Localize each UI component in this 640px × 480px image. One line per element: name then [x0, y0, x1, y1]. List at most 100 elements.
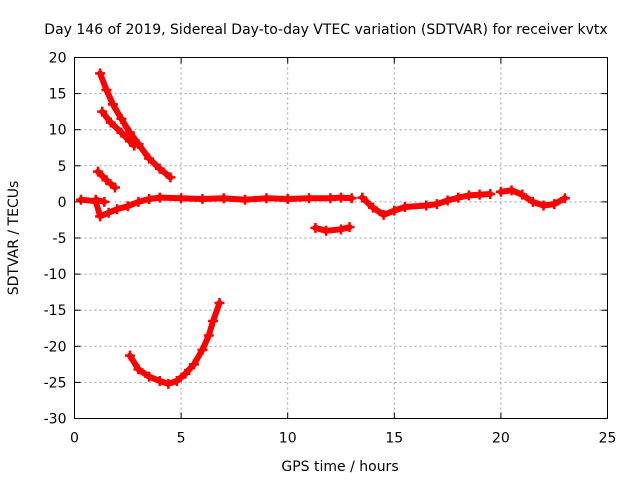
x-axis-label: GPS time / hours [281, 459, 398, 475]
y-tick-label: -5 [53, 231, 67, 247]
data-point [517, 189, 528, 200]
data-point [133, 196, 144, 207]
data-point [90, 196, 101, 207]
data-point [154, 192, 165, 203]
series-arc-upper-1 [95, 68, 176, 183]
data-point [99, 196, 110, 207]
y-tick-label: 5 [58, 159, 67, 175]
data-point [203, 330, 214, 341]
data-point [129, 140, 140, 151]
data-point [538, 200, 549, 211]
data-point [442, 195, 453, 206]
data-point [95, 211, 106, 222]
data-point [133, 364, 144, 375]
y-tick-label: -25 [44, 375, 67, 391]
x-tick-label: 25 [599, 431, 617, 447]
data-point [180, 368, 191, 379]
data-point [101, 84, 112, 95]
data-point [336, 224, 346, 235]
data-point [474, 189, 485, 200]
x-tick-label: 15 [385, 431, 403, 447]
data-point [344, 222, 355, 233]
x-tick-label: 5 [177, 431, 186, 447]
data-point [124, 127, 135, 138]
data-point [304, 193, 315, 204]
series-arc-late [495, 185, 570, 211]
data-point [559, 193, 570, 204]
data-point [112, 204, 123, 215]
data-point [214, 297, 225, 308]
data-point [124, 350, 135, 361]
data-point [336, 192, 346, 203]
data-point [101, 175, 112, 186]
x-tick-label: 20 [492, 431, 510, 447]
data-point [107, 99, 118, 110]
data-point [163, 378, 174, 389]
data-point [310, 222, 321, 233]
data-point [506, 185, 517, 196]
data-point [75, 194, 86, 205]
y-tick-label: -30 [44, 412, 67, 428]
chart-title: Day 146 of 2019, Sidereal Day-to-day VTE… [44, 22, 607, 38]
y-tick-label: -15 [44, 303, 67, 319]
data-point [399, 201, 410, 212]
ticks: 0 5 10 15 20 25 -30 -25 -20 -15 -10 -5 0 5 10 15 20 [44, 51, 617, 447]
data-point [97, 106, 108, 117]
data-point [282, 194, 293, 205]
data-point [463, 190, 474, 201]
data-point [240, 194, 251, 205]
data-point [171, 375, 182, 386]
x-tick-label: 10 [279, 431, 297, 447]
series-line [77, 194, 355, 220]
data-point [197, 344, 208, 355]
series-layer [75, 68, 570, 389]
y-tick-label: 20 [49, 51, 67, 67]
data-point [103, 207, 114, 218]
data-point [378, 209, 389, 220]
data-point [154, 375, 165, 386]
data-point [346, 193, 357, 204]
data-point [357, 192, 368, 203]
y-tick-label: -10 [44, 267, 67, 283]
y-tick-label: 0 [58, 195, 67, 211]
data-point [197, 194, 208, 205]
series-arc-lower [124, 297, 225, 389]
data-point [144, 371, 155, 382]
data-point [165, 172, 176, 183]
y-tick-label: 10 [49, 123, 67, 139]
data-point [95, 68, 106, 79]
data-point [116, 113, 127, 124]
data-point [549, 199, 560, 210]
data-point [325, 193, 336, 204]
data-point [261, 193, 272, 204]
data-point [485, 188, 496, 199]
y-axis-label: SDTVAR / TECUs [6, 181, 22, 296]
data-point [188, 359, 199, 370]
data-point [144, 153, 155, 164]
y-tick-label: -20 [44, 339, 67, 355]
data-point [92, 166, 103, 177]
data-point [527, 196, 538, 207]
series-arc-dip [310, 222, 355, 236]
series-arc-short [92, 166, 121, 193]
data-point [208, 316, 219, 327]
data-point [495, 186, 506, 197]
data-point [176, 193, 187, 204]
x-tick-label: 0 [70, 431, 79, 447]
data-point [110, 182, 121, 193]
data-point [431, 199, 442, 210]
data-point [389, 205, 400, 216]
data-point [154, 163, 165, 174]
series-arc-main [75, 192, 357, 222]
data-point [421, 200, 432, 211]
data-point [321, 225, 332, 236]
data-point [116, 127, 127, 138]
y-tick-label: 15 [49, 87, 67, 103]
data-point [218, 193, 229, 204]
grid [74, 57, 608, 419]
data-point [367, 202, 378, 213]
data-point [144, 194, 155, 205]
series-arc-upper-2 [97, 106, 140, 151]
series-line [126, 300, 223, 387]
